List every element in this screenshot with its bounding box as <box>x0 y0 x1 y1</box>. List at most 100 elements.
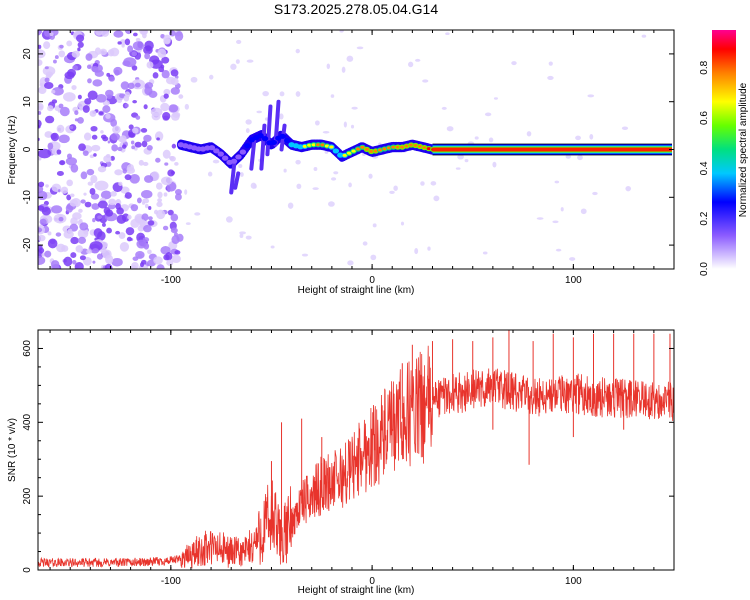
noise-speckle <box>97 200 108 209</box>
noise-speckle <box>38 111 42 115</box>
ridge-streak <box>249 137 257 171</box>
noise-speckle <box>41 206 51 216</box>
noise-speckle <box>140 30 148 35</box>
noise-speckle <box>126 236 133 242</box>
faint-speckle <box>301 253 309 257</box>
faint-speckle <box>641 34 647 38</box>
ridge-core <box>307 143 312 147</box>
spectrogram-xlabel: Height of straight line (km) <box>298 285 415 296</box>
faint-speckle <box>313 167 318 171</box>
noise-speckle <box>38 124 41 129</box>
noise-speckle <box>70 236 79 245</box>
noise-speckle <box>168 104 179 113</box>
noise-speckle <box>119 241 130 252</box>
noise-speckle <box>65 157 78 166</box>
noise-speckle <box>162 225 169 231</box>
ridge-core <box>342 153 347 157</box>
faint-speckle <box>420 181 425 186</box>
noise-speckle <box>178 94 184 99</box>
noise-speckle <box>140 190 153 199</box>
faint-speckle <box>212 159 220 164</box>
noise-speckle <box>118 232 126 239</box>
noise-speckle <box>141 213 149 222</box>
noise-speckle <box>54 55 59 60</box>
noise-speckle <box>66 179 74 187</box>
noise-speckle <box>75 245 84 253</box>
noise-speckle <box>134 141 142 148</box>
noise-speckle <box>163 93 169 99</box>
faint-speckle <box>351 106 358 110</box>
noise-speckle <box>113 30 124 38</box>
faint-speckle <box>474 136 479 140</box>
faint-speckle <box>245 128 250 134</box>
noise-speckle <box>157 48 167 59</box>
noise-speckle <box>59 106 70 117</box>
y-tick-label: 0 <box>22 567 33 573</box>
noise-speckle <box>50 132 59 142</box>
noise-speckle <box>117 41 122 45</box>
faint-speckle <box>194 212 201 216</box>
faint-speckle <box>343 121 347 128</box>
snr-frame <box>37 329 675 571</box>
noise-speckle <box>82 150 89 157</box>
faint-speckle <box>526 131 532 137</box>
noise-speckle <box>38 86 47 94</box>
noise-speckle <box>137 225 145 232</box>
ridge-core <box>324 144 330 148</box>
noise-speckle <box>107 140 111 144</box>
ridge-blob <box>270 139 278 146</box>
faint-speckle <box>621 126 629 131</box>
ridge-core <box>391 145 396 149</box>
ridge-blob <box>261 136 269 142</box>
noise-speckle <box>107 49 115 57</box>
noise-speckle <box>83 132 92 141</box>
noise-speckle <box>102 136 109 142</box>
noise-speckle <box>39 218 47 226</box>
ridge-core <box>346 151 352 155</box>
noise-speckle <box>155 157 161 163</box>
ridge-blob <box>239 149 247 155</box>
noise-speckle <box>135 37 141 42</box>
noise-speckle <box>92 260 96 264</box>
ridge-core <box>395 145 401 149</box>
faint-speckle <box>239 231 246 235</box>
noise-speckle <box>86 168 95 176</box>
noise-speckle <box>120 186 130 194</box>
noise-speckle <box>110 132 120 141</box>
noise-speckle <box>106 227 112 234</box>
noise-speckle <box>84 98 92 105</box>
faint-speckle <box>492 161 497 168</box>
noise-speckle <box>79 222 89 231</box>
x-tick-label: 100 <box>565 275 582 286</box>
ridge-core <box>426 147 432 151</box>
noise-speckle <box>61 245 69 252</box>
faint-speckle <box>270 245 275 249</box>
noise-speckle <box>108 76 115 82</box>
noise-speckle <box>132 99 138 104</box>
noise-speckle <box>104 263 113 269</box>
faint-speckle <box>190 76 198 83</box>
noise-speckle <box>170 227 178 234</box>
ridge-blob <box>235 154 242 160</box>
noise-speckle <box>85 53 93 61</box>
noise-speckle <box>175 193 182 201</box>
noise-speckle <box>56 124 65 133</box>
noise-speckle <box>142 161 149 166</box>
colorbar-tick-label: 0.6 <box>699 111 710 125</box>
ridge-blob <box>279 133 286 139</box>
noise-speckle <box>87 90 98 101</box>
noise-speckle <box>138 159 144 166</box>
noise-speckle <box>140 262 145 268</box>
noise-speckle <box>132 127 139 134</box>
faint-speckle <box>239 172 244 177</box>
ridge-blob <box>230 158 238 164</box>
y-tick-label: 200 <box>22 487 33 504</box>
faint-speckle <box>457 154 464 160</box>
noise-speckle <box>47 142 54 150</box>
ridge-core <box>369 150 374 154</box>
noise-speckle <box>87 181 94 186</box>
ridge-core <box>364 147 370 151</box>
faint-speckle <box>262 90 269 97</box>
noise-speckle <box>47 231 52 236</box>
